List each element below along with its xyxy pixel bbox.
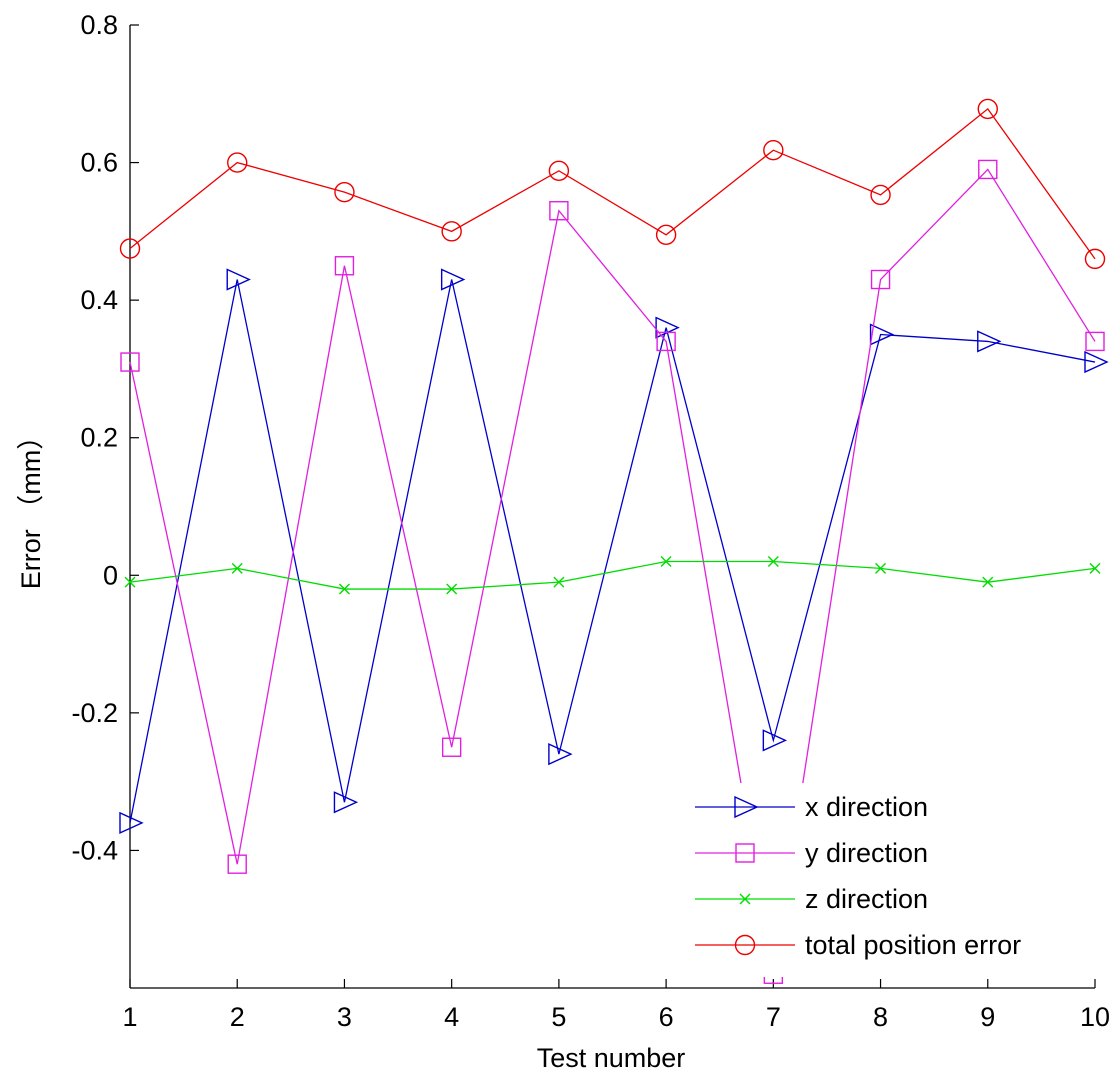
series-z-direction bbox=[124, 556, 1101, 595]
legend-entry: y direction bbox=[695, 838, 928, 868]
data-point bbox=[119, 811, 144, 835]
legend-entry: z direction bbox=[695, 884, 928, 914]
series-line bbox=[129, 279, 1096, 824]
data-point bbox=[549, 201, 569, 221]
data-point bbox=[441, 221, 462, 242]
series-layer bbox=[119, 98, 1109, 984]
data-point bbox=[334, 181, 355, 203]
data-point bbox=[982, 576, 994, 588]
data-point bbox=[333, 791, 359, 814]
data-point bbox=[660, 556, 672, 568]
data-point bbox=[231, 562, 243, 574]
data-point bbox=[762, 729, 788, 752]
data-point bbox=[124, 576, 136, 588]
x-tick-label: 8 bbox=[873, 1002, 888, 1032]
series-total-position-error bbox=[119, 98, 1106, 270]
data-point bbox=[227, 152, 248, 173]
y-tick-label: 0.4 bbox=[80, 285, 118, 315]
y-tick-label: -0.4 bbox=[71, 835, 118, 865]
data-point bbox=[978, 159, 998, 180]
x-tick-label: 5 bbox=[551, 1002, 566, 1032]
y-tick-label: 0.2 bbox=[80, 423, 118, 453]
data-point bbox=[1084, 248, 1106, 270]
data-point bbox=[548, 743, 573, 766]
data-point bbox=[120, 352, 140, 372]
legend-marker bbox=[734, 934, 756, 956]
series-x-direction bbox=[119, 268, 1109, 835]
data-point bbox=[875, 562, 887, 574]
series-line bbox=[129, 168, 1096, 975]
axes: 0.8 0.6 0.4 0.2 0 -0.2 -0.4 1 2 3 4 5 6 7 8 9 10 bbox=[71, 10, 1110, 1032]
data-point bbox=[870, 269, 891, 290]
y-tick-label: 0.6 bbox=[80, 148, 118, 178]
legend-marker bbox=[734, 795, 759, 819]
data-point bbox=[977, 98, 998, 120]
legend-marker bbox=[735, 843, 755, 863]
x-tick-label: 4 bbox=[444, 1002, 459, 1032]
data-point bbox=[553, 576, 565, 588]
data-point bbox=[655, 224, 677, 245]
data-point bbox=[1089, 562, 1101, 574]
data-point bbox=[869, 323, 895, 346]
data-point bbox=[119, 238, 141, 259]
data-point bbox=[440, 268, 466, 291]
y-tick-label: 0.8 bbox=[80, 10, 118, 40]
x-tick-label: 10 bbox=[1080, 1002, 1110, 1032]
data-point bbox=[656, 331, 676, 352]
legend-label: y direction bbox=[805, 838, 928, 868]
legend: x direction y direction z direction total p… bbox=[695, 783, 1080, 977]
x-tick-label: 9 bbox=[980, 1002, 995, 1032]
legend-entry: total position error bbox=[695, 930, 1021, 960]
data-point bbox=[334, 256, 355, 276]
legend-entry: x direction bbox=[695, 792, 928, 822]
legend-label: x direction bbox=[805, 792, 928, 822]
data-point bbox=[767, 556, 779, 568]
y-axis-title: Error （mm） bbox=[16, 423, 46, 589]
x-axis-title: Test number bbox=[537, 1043, 686, 1073]
data-point bbox=[441, 737, 462, 757]
legend-label: z direction bbox=[805, 884, 928, 914]
legend-label: total position error bbox=[805, 930, 1021, 960]
x-tick-label: 1 bbox=[122, 1002, 137, 1032]
data-point bbox=[1084, 350, 1109, 374]
data-point bbox=[1085, 331, 1105, 352]
series-line bbox=[129, 560, 1096, 590]
data-point bbox=[446, 583, 458, 595]
data-point bbox=[226, 268, 251, 291]
data-point bbox=[977, 330, 1002, 353]
data-point bbox=[338, 583, 350, 595]
data-point bbox=[870, 184, 891, 206]
data-point bbox=[548, 160, 570, 182]
y-tick-label: -0.2 bbox=[71, 698, 118, 728]
x-tick-label: 3 bbox=[337, 1002, 352, 1032]
x-tick-label: 7 bbox=[766, 1002, 781, 1032]
x-tick-label: 6 bbox=[659, 1002, 674, 1032]
data-point bbox=[227, 854, 247, 874]
x-tick-label: 2 bbox=[230, 1002, 245, 1032]
y-tick-label: 0 bbox=[103, 560, 118, 590]
legend-marker bbox=[739, 893, 751, 905]
series-line bbox=[129, 107, 1096, 260]
data-point bbox=[763, 139, 784, 161]
